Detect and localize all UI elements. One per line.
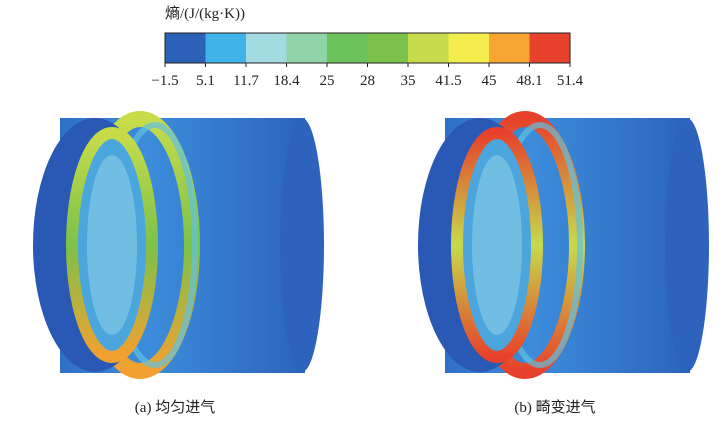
color-segment <box>287 33 328 63</box>
color-segment <box>530 33 571 63</box>
color-segment <box>206 33 247 63</box>
panel-a <box>33 118 324 373</box>
colorbar: −1.5 5.1 11.7 18.4 25 28 35 41.5 45 48.1 51.4 <box>151 33 583 89</box>
tick-label: 48.1 <box>516 73 542 89</box>
tick-label: 51.4 <box>557 73 584 89</box>
tick-label: 25 <box>320 73 335 89</box>
caption: (a) 均匀进气 <box>135 399 215 416</box>
color-segment <box>165 33 206 63</box>
tick-label: 5.1 <box>196 73 215 89</box>
tick-label: 11.7 <box>233 73 259 89</box>
tick-label: 41.5 <box>435 73 461 89</box>
color-segment <box>408 33 449 63</box>
color-segment <box>327 33 368 63</box>
figure: 熵/(J/(kg·K)) −1.5 5.1 11.7 18.4 25 28 35 41.5 45… <box>0 0 725 425</box>
tick-label: 18.4 <box>273 73 300 89</box>
color-segment <box>489 33 530 63</box>
color-segment <box>368 33 409 63</box>
colorbar-title: 熵/(J/(kg·K)) <box>165 5 245 22</box>
tick-label: 28 <box>360 73 375 89</box>
tick-label: 45 <box>482 73 497 89</box>
panel-b <box>418 118 709 373</box>
color-segment <box>449 33 490 63</box>
tick-label: −1.5 <box>151 73 178 89</box>
caption: (b) 畸变进气 <box>514 399 595 416</box>
tick-label: 35 <box>401 73 416 89</box>
color-segment <box>246 33 287 63</box>
